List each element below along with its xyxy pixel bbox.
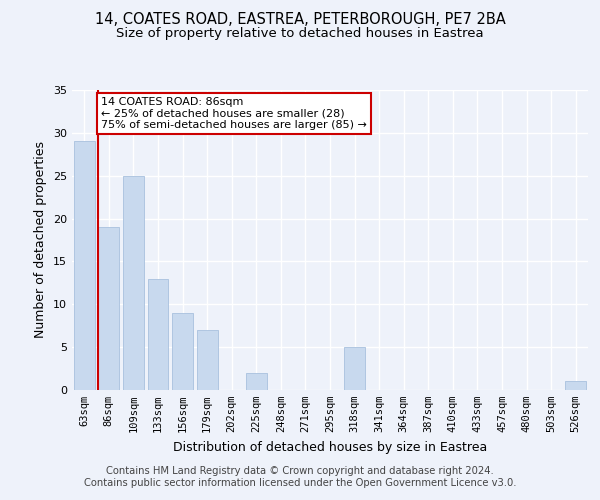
Text: Contains HM Land Registry data © Crown copyright and database right 2024.
Contai: Contains HM Land Registry data © Crown c… [84, 466, 516, 487]
Bar [565, 382, 586, 390]
Bar [172, 313, 193, 390]
Bar [148, 278, 169, 390]
Bar [98, 227, 119, 390]
Text: 14 COATES ROAD: 86sqm
← 25% of detached houses are smaller (28)
75% of semi-deta: 14 COATES ROAD: 86sqm ← 25% of detached … [101, 97, 367, 130]
Text: Size of property relative to detached houses in Eastrea: Size of property relative to detached ho… [116, 28, 484, 40]
Bar [344, 347, 365, 390]
Bar [246, 373, 267, 390]
X-axis label: Distribution of detached houses by size in Eastrea: Distribution of detached houses by size … [173, 440, 487, 454]
Bar [74, 142, 95, 390]
Text: 14, COATES ROAD, EASTREA, PETERBOROUGH, PE7 2BA: 14, COATES ROAD, EASTREA, PETERBOROUGH, … [95, 12, 505, 28]
Y-axis label: Number of detached properties: Number of detached properties [34, 142, 47, 338]
Bar [197, 330, 218, 390]
Bar [123, 176, 144, 390]
